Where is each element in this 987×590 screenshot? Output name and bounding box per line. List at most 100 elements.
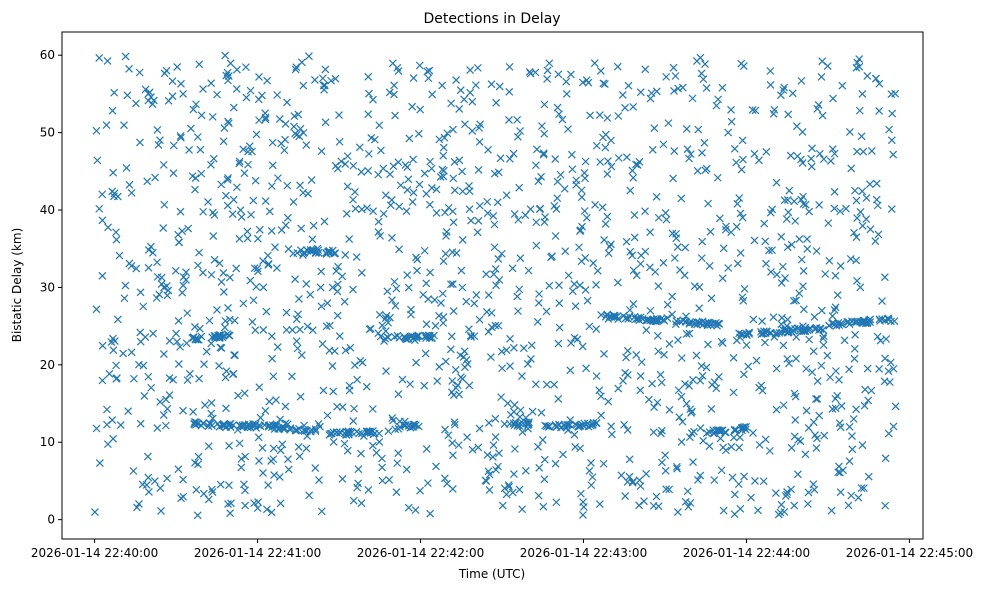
detection-point [531, 161, 540, 170]
detection-point [854, 493, 863, 502]
detection-point [872, 179, 881, 188]
detection-point [121, 52, 130, 61]
detection-point [333, 280, 342, 289]
detection-point [551, 155, 560, 163]
detection-point [719, 506, 728, 515]
detection-point [448, 439, 457, 448]
detection-point [163, 291, 172, 300]
detection-point [605, 242, 614, 251]
detection-point [702, 429, 711, 438]
detection-point [388, 296, 396, 305]
detection-point [551, 459, 560, 468]
detection-point [560, 184, 569, 193]
detection-point [630, 233, 639, 242]
detection-point [449, 391, 458, 400]
detection-point [251, 326, 260, 335]
detection-point [235, 159, 244, 168]
detection-point [262, 505, 271, 514]
detection-point [724, 264, 733, 272]
detection-point [333, 287, 342, 296]
detection-point [568, 287, 577, 296]
detection-point [264, 261, 273, 269]
detection-point [735, 443, 744, 452]
detection-point [216, 480, 225, 489]
detection-point [526, 205, 535, 214]
detection-point [297, 351, 306, 360]
detection-point [381, 191, 390, 200]
detection-point [828, 145, 837, 153]
detection-point [759, 477, 768, 486]
detection-point [673, 508, 682, 516]
detection-point [264, 422, 273, 431]
detection-point [390, 81, 399, 90]
detection-point [159, 411, 168, 420]
detection-point [244, 420, 253, 429]
detection-point [154, 140, 163, 149]
detection-point [531, 380, 540, 389]
detection-point [620, 420, 629, 429]
detection-point [174, 316, 183, 325]
detection-point [591, 200, 600, 209]
detection-point [682, 399, 691, 408]
detection-point [742, 341, 751, 350]
detection-point [772, 364, 781, 373]
detection-point [92, 305, 101, 314]
detection-point [696, 376, 705, 385]
detection-point [189, 333, 198, 342]
detection-point [799, 267, 808, 275]
detection-point [437, 299, 445, 307]
detection-point [575, 243, 583, 252]
detection-point [489, 441, 498, 450]
detection-point [817, 361, 826, 370]
detection-point [488, 453, 497, 461]
detection-point [406, 380, 414, 389]
detection-point [597, 311, 606, 319]
detection-point [335, 111, 343, 119]
detection-point [534, 491, 543, 500]
detection-point [783, 196, 792, 204]
detection-point [712, 101, 721, 110]
detection-point [356, 356, 365, 365]
detection-point [364, 427, 373, 436]
detection-point [364, 166, 373, 175]
detection-point [684, 502, 693, 511]
detection-point [817, 72, 826, 81]
detection-point [409, 188, 418, 197]
detection-point [391, 301, 400, 310]
detection-point [833, 391, 842, 400]
detection-point [229, 103, 238, 112]
detection-point [734, 480, 743, 489]
detection-point [466, 88, 475, 97]
detection-point [570, 430, 579, 439]
detection-point [784, 110, 793, 119]
detection-point [468, 445, 477, 454]
detection-point [419, 290, 428, 299]
detection-point [93, 156, 102, 165]
detection-point [157, 507, 165, 515]
detection-point [888, 109, 897, 118]
detection-point [713, 321, 721, 330]
detection-point [249, 296, 258, 305]
detection-point [582, 364, 590, 373]
detection-point [624, 81, 633, 90]
detection-point [656, 370, 665, 379]
detection-point [876, 336, 885, 345]
detection-point [143, 177, 152, 186]
detection-point [829, 94, 837, 103]
detection-point [755, 156, 763, 165]
detection-point [739, 370, 748, 379]
detection-point [296, 181, 304, 190]
detection-point [669, 63, 678, 72]
detection-point [468, 97, 477, 106]
detection-point [232, 84, 241, 93]
detection-point [652, 492, 661, 501]
detection-point [341, 346, 350, 355]
detection-point [502, 191, 511, 200]
detection-point [136, 138, 144, 147]
detection-point [416, 486, 425, 495]
detection-point [636, 88, 645, 97]
detection-point [246, 276, 255, 285]
detection-point [729, 433, 738, 442]
detection-point [751, 106, 760, 115]
detection-point [732, 158, 741, 167]
